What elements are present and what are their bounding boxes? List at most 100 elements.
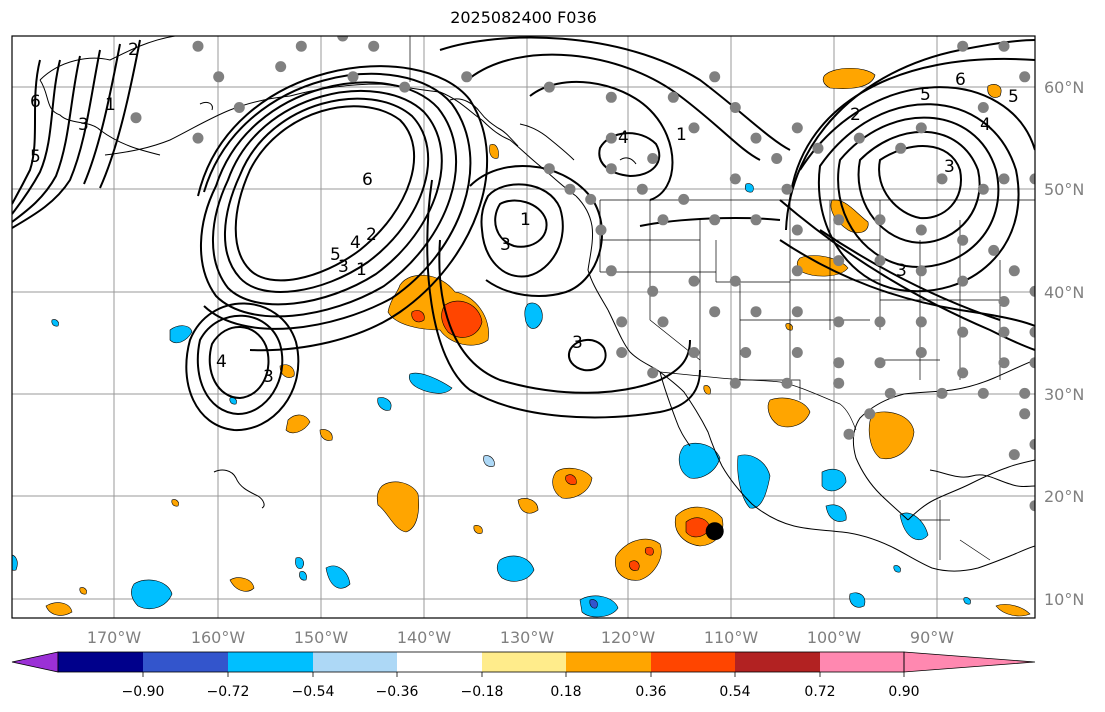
contour-label: 3	[78, 115, 89, 135]
storm-center-marker	[705, 522, 724, 541]
station-dot	[843, 428, 855, 440]
colorbar-segment	[313, 652, 397, 672]
contour-label: 4	[980, 115, 991, 135]
contour-labels: 2 6 5 1 3 6 5 4 3 2 1 4 3 3 1 3 4 2 1 5 …	[30, 40, 1019, 387]
colorbar-tick-label: 0.72	[804, 684, 835, 700]
station-dot	[605, 163, 617, 175]
contour-label: 1	[520, 210, 531, 230]
contour-label: 3	[572, 333, 583, 353]
station-dot	[461, 71, 473, 83]
contour-label: 3	[338, 257, 349, 277]
station-dot	[213, 71, 225, 83]
longitude-labels: 170°W 160°W 150°W 140°W 130°W 120°W 110°…	[87, 628, 954, 647]
station-dot	[688, 275, 700, 287]
station-dot	[543, 81, 555, 93]
colorbar-segment	[820, 652, 904, 672]
station-dot	[564, 183, 576, 195]
station-dot	[647, 367, 659, 379]
lon-label-160w: 160°W	[191, 628, 246, 647]
station-dot	[874, 357, 886, 369]
station-dot	[915, 347, 927, 358]
station-dot	[833, 316, 845, 328]
colorbar-segment	[566, 652, 651, 672]
colorbar-tick-label: −0.90	[122, 684, 165, 700]
lat-label-10n: 10°N	[1044, 590, 1084, 609]
station-dot	[833, 255, 845, 267]
station-dot	[1029, 285, 1035, 297]
station-markers	[130, 36, 1035, 512]
station-dot	[864, 408, 876, 420]
station-dot	[750, 132, 762, 144]
station-dot	[874, 255, 886, 267]
station-dot	[647, 153, 659, 164]
station-dot	[750, 214, 762, 226]
station-dot	[647, 285, 659, 297]
lon-label-100w: 100°W	[807, 628, 862, 647]
lon-label-120w: 120°W	[601, 628, 656, 647]
station-dot	[337, 36, 349, 42]
colorbar-segment	[143, 652, 228, 672]
colorbar-tick-label: −0.18	[461, 684, 504, 700]
station-dot	[874, 316, 886, 328]
contour-label: 4	[216, 352, 227, 372]
station-dot	[957, 326, 969, 338]
station-dot	[729, 173, 741, 185]
colorbar-tick-label: −0.54	[292, 684, 335, 700]
negative-anomaly-shading	[12, 183, 971, 618]
gridlines	[12, 36, 1035, 618]
station-dot	[957, 367, 969, 379]
colorbar-segment	[397, 652, 482, 672]
station-dot	[605, 132, 617, 144]
station-dot	[1029, 438, 1035, 450]
station-dot	[1008, 449, 1020, 461]
station-dot	[977, 183, 989, 195]
station-dot	[657, 214, 669, 226]
lon-label-140w: 140°W	[397, 628, 452, 647]
latitude-labels: 10°N 20°N 30°N 40°N 50°N 60°N	[1044, 78, 1084, 609]
station-dot	[977, 102, 989, 113]
colorbar-tick-label: −0.36	[376, 684, 419, 700]
station-dot	[295, 40, 307, 52]
lat-label-40n: 40°N	[1044, 283, 1084, 302]
station-dot	[729, 275, 741, 287]
station-dot	[977, 387, 989, 399]
station-dot	[368, 40, 380, 52]
contour-label: 6	[955, 70, 966, 90]
colorbar-segment	[228, 652, 313, 672]
colorbar-segment	[651, 652, 735, 672]
colorbar-tick-label: 0.54	[719, 684, 750, 700]
station-dot	[1019, 71, 1031, 83]
station-dot	[678, 193, 690, 205]
station-dot	[998, 357, 1010, 369]
contour-label: 5	[920, 85, 931, 105]
lat-label-20n: 20°N	[1044, 487, 1084, 506]
station-dot	[192, 40, 204, 52]
station-dot	[915, 224, 927, 236]
station-dot	[585, 193, 597, 205]
station-dot	[791, 347, 803, 358]
contour-label: 1	[676, 125, 687, 145]
colorbar-tick-label: 0.90	[888, 684, 919, 700]
map-frame	[11, 35, 1036, 619]
contour-label: 3	[896, 261, 907, 281]
station-dot	[957, 40, 969, 52]
colorbar-tick-label: −0.72	[207, 684, 250, 700]
station-dot	[709, 214, 721, 226]
station-dot	[771, 153, 783, 164]
station-dot	[740, 347, 752, 358]
station-dot	[833, 377, 845, 389]
station-dot	[347, 71, 359, 83]
contour-label: 5	[1008, 87, 1019, 107]
station-dot	[998, 40, 1010, 52]
station-dot	[998, 296, 1010, 307]
station-dot	[657, 316, 669, 328]
station-dot	[636, 183, 648, 195]
station-dot	[1029, 173, 1035, 185]
contour-label: 6	[362, 170, 373, 190]
station-dot	[1019, 387, 1031, 399]
contour-label: 2	[128, 40, 139, 60]
station-dot	[192, 132, 204, 144]
station-dot	[1019, 408, 1031, 420]
station-dot	[915, 316, 927, 328]
lon-label-170w: 170°W	[87, 628, 142, 647]
